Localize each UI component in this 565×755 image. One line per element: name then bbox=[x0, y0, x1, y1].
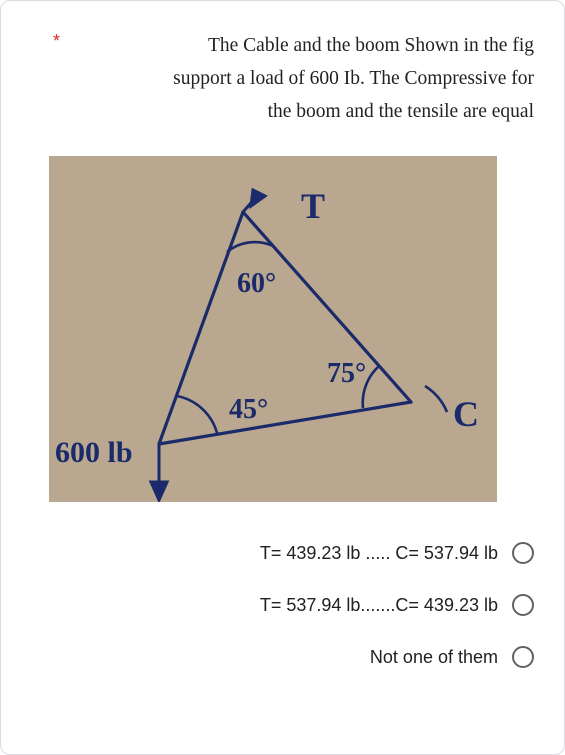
option-row[interactable]: Not one of them bbox=[153, 634, 534, 680]
question-text: The Cable and the boom Shown in the fig … bbox=[31, 29, 534, 128]
label-c: C bbox=[453, 394, 479, 434]
figure-image: T C 600 lb 60° 45° 75° bbox=[49, 156, 497, 502]
radio-button[interactable] bbox=[512, 594, 534, 616]
diagram-svg: T C 600 lb 60° 45° 75° bbox=[49, 156, 497, 502]
label-angle-top: 60° bbox=[237, 268, 276, 299]
label-angle-right: 75° bbox=[327, 358, 366, 389]
label-angle-left: 45° bbox=[229, 394, 268, 425]
option-row[interactable]: T= 537.94 lb.......C= 439.23 lb bbox=[153, 582, 534, 628]
question-line-2: support a load of 600 Ib. The Compressiv… bbox=[173, 68, 534, 89]
question-card: * The Cable and the boom Shown in the fi… bbox=[0, 0, 565, 755]
option-row[interactable]: T= 439.23 lb ..... C= 537.94 lb bbox=[153, 530, 534, 576]
option-label: Not one of them bbox=[370, 647, 498, 668]
label-load: 600 lb bbox=[55, 436, 133, 469]
option-label: T= 439.23 lb ..... C= 537.94 lb bbox=[260, 543, 498, 564]
required-marker: * bbox=[53, 31, 60, 52]
options-group: T= 439.23 lb ..... C= 537.94 lb T= 537.9… bbox=[31, 530, 534, 680]
question-line-3: the boom and the tensile are equal bbox=[268, 101, 534, 122]
question-line-1: The Cable and the boom Shown in the fig bbox=[208, 35, 534, 56]
label-t: T bbox=[301, 186, 325, 226]
option-label: T= 537.94 lb.......C= 439.23 lb bbox=[260, 595, 498, 616]
radio-button[interactable] bbox=[512, 542, 534, 564]
radio-button[interactable] bbox=[512, 646, 534, 668]
